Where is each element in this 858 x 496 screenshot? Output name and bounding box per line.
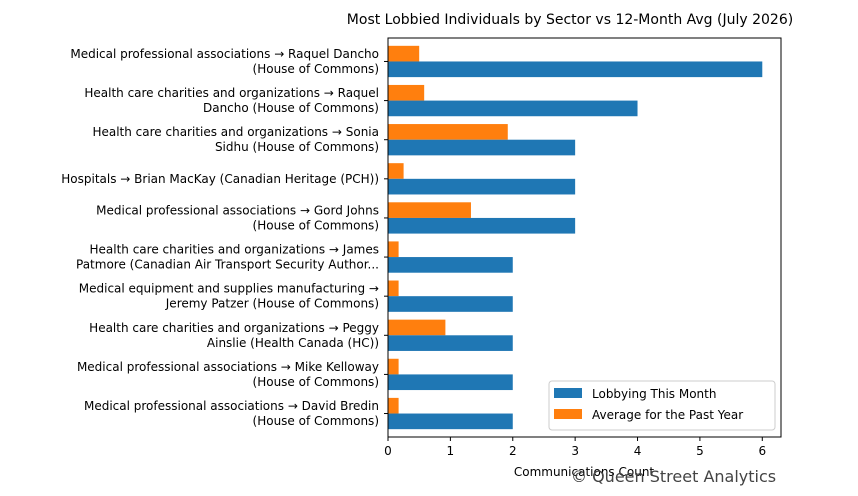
bar-this-month <box>388 413 513 430</box>
y-tick-label: Medical professional associations → Raqu… <box>70 47 379 76</box>
bar-average <box>388 280 399 297</box>
y-tick-label: Medical equipment and supplies manufactu… <box>79 282 379 311</box>
legend-label: Lobbying This Month <box>592 387 716 401</box>
bar-this-month <box>388 335 513 351</box>
bar-this-month <box>388 139 576 156</box>
plot-area <box>388 45 763 430</box>
y-tick-label: Health care charities and organizations … <box>76 243 379 272</box>
bar-average <box>388 163 404 179</box>
bar-this-month <box>388 100 638 117</box>
chart-title: Most Lobbied Individuals by Sector vs 12… <box>347 12 793 28</box>
legend-label: Average for the Past Year <box>592 408 743 422</box>
x-tick-label: 5 <box>696 444 704 458</box>
legend-box <box>548 380 776 431</box>
y-tick-label: Medical professional associations → Gord… <box>96 203 379 232</box>
x-tick-label: 6 <box>758 444 766 458</box>
x-tick-label: 3 <box>571 444 579 458</box>
y-tick-label: Medical professional associations → Davi… <box>84 399 379 428</box>
y-tick-label: Medical professional associations → Mike… <box>77 360 379 389</box>
bar-this-month <box>388 296 513 312</box>
x-tick-label: 4 <box>634 444 642 458</box>
bar-average <box>388 319 446 336</box>
bar-this-month <box>388 61 763 78</box>
bar-average <box>388 241 399 258</box>
x-axis-label: Communications Count <box>514 465 655 479</box>
x-tick-label: 1 <box>447 444 455 458</box>
bar-average <box>388 358 399 375</box>
watermark: © Queen Street Analytics <box>571 467 777 486</box>
bar-this-month <box>388 217 576 234</box>
y-tick-label: Health care charities and organizations … <box>92 125 379 154</box>
legend: Lobbying This Month Average for the Past… <box>548 380 776 431</box>
y-tick-label: Health care charities and organizations … <box>84 86 379 115</box>
bar-average <box>388 202 471 218</box>
x-tick-label: 0 <box>384 444 392 458</box>
legend-swatch <box>554 388 582 398</box>
y-tick-label: Hospitals → Brian MacKay (Canadian Herit… <box>61 172 379 186</box>
bar-this-month <box>388 178 576 195</box>
legend-swatch <box>554 409 582 419</box>
bar-this-month <box>388 257 513 273</box>
bar-average <box>388 84 425 101</box>
bar-average <box>388 45 420 62</box>
bar-this-month <box>388 374 513 391</box>
bar-average <box>388 397 399 414</box>
bar-average <box>388 124 508 140</box>
y-tick-label: Health care charities and organizations … <box>89 321 379 350</box>
plot-frame <box>387 37 782 438</box>
x-tick-label: 2 <box>509 444 517 458</box>
